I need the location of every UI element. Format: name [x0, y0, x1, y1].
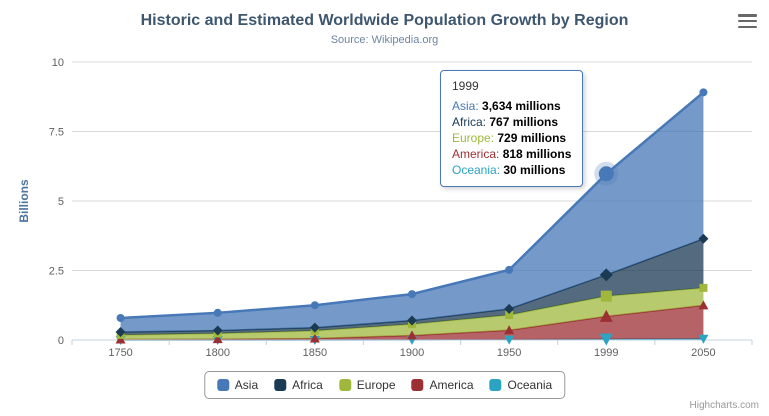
tooltip-row-africa: Africa: 767 millions: [452, 114, 571, 130]
point-europe-1950[interactable]: [505, 311, 514, 320]
point-asia-1850[interactable]: [310, 301, 319, 310]
tooltip-series-name: Oceania:: [452, 163, 504, 177]
area-africa[interactable]: [120, 238, 704, 335]
point-africa-1950[interactable]: [504, 303, 515, 314]
point-oceania-2050[interactable]: [698, 334, 709, 344]
x-axis-label: 1800: [205, 347, 229, 359]
chart-subtitle: Source: Wikipedia.org: [330, 34, 439, 46]
point-europe-2050[interactable]: [699, 283, 708, 292]
tooltip-series-name: Africa:: [452, 115, 490, 129]
credits-link[interactable]: Highcharts.com: [689, 400, 759, 411]
tooltip-series-value: 3,634 millions: [482, 99, 561, 113]
export-menu-button[interactable]: [738, 14, 757, 28]
tooltip: 1999 Asia: 3,634 millions Africa: 767 mil…: [440, 70, 584, 187]
tooltip-series-name: America:: [452, 147, 503, 161]
x-axis-label: 1850: [303, 347, 327, 359]
x-axis-label: 1999: [594, 347, 618, 359]
tooltip-row-asia: Asia: 3,634 millions: [452, 98, 571, 114]
legend-label: Oceania: [507, 378, 553, 392]
legend-label: Europe: [356, 378, 396, 392]
legend-item-oceania[interactable]: Oceania: [489, 378, 553, 392]
hamburger-icon-bar: [738, 14, 757, 17]
point-america-1950[interactable]: [504, 325, 515, 335]
legend-item-asia[interactable]: Asia: [216, 378, 259, 392]
y-axis-label: 7.5: [49, 127, 64, 139]
hamburger-icon-bar: [738, 25, 757, 28]
hamburger-icon-bar: [738, 19, 757, 23]
chart-title: Historic and Estimated Worldwide Populat…: [140, 12, 629, 29]
x-axis-label: 1900: [400, 347, 424, 359]
point-africa-2050[interactable]: [698, 233, 709, 244]
legend-symbol-america-icon: [411, 379, 424, 391]
tooltip-row-america: America: 818 millions: [452, 146, 571, 162]
legend: Asia Africa Europe America Oceania: [203, 371, 566, 399]
point-asia-1999[interactable]: [598, 166, 614, 182]
x-axis-label: 2050: [691, 347, 715, 359]
point-africa-1900[interactable]: [407, 315, 417, 326]
y-axis-label: 2.5: [49, 266, 64, 278]
point-africa-1750[interactable]: [115, 326, 126, 337]
point-america-1800[interactable]: [212, 334, 223, 344]
point-america-1850[interactable]: [309, 333, 320, 343]
point-oceania-1950[interactable]: [504, 335, 515, 345]
x-axis-label: 1950: [497, 347, 521, 359]
point-asia-1900[interactable]: [408, 290, 416, 299]
y-axis-label: 5: [58, 196, 64, 208]
tooltip-series-name: Asia:: [452, 99, 483, 113]
legend-item-europe[interactable]: Europe: [338, 378, 396, 392]
point-oceania-1999[interactable]: [599, 333, 613, 346]
point-america-1750[interactable]: [115, 334, 126, 344]
point-america-1999[interactable]: [599, 309, 613, 322]
legend-label: America: [429, 378, 474, 392]
tooltip-header: 1999: [452, 79, 479, 93]
y-axis-label: 0: [58, 335, 64, 347]
legend-label: Africa: [292, 378, 323, 392]
point-europe-1999[interactable]: [600, 290, 612, 302]
area-asia[interactable]: [120, 92, 704, 332]
point-america-2050[interactable]: [698, 300, 709, 310]
point-africa-1999[interactable]: [599, 268, 613, 282]
point-asia-1950[interactable]: [505, 265, 514, 274]
legend-item-africa[interactable]: Africa: [274, 378, 323, 392]
area-america[interactable]: [120, 305, 704, 340]
tooltip-series-value: 818 millions: [502, 147, 572, 161]
point-america-1900[interactable]: [407, 330, 417, 340]
legend-symbol-europe-icon: [338, 379, 351, 391]
tooltip-rows: Asia: 3,634 millions Africa: 767 millions…: [452, 98, 571, 178]
tooltip-series-value: 30 millions: [503, 163, 566, 177]
tooltip-series-value: 767 millions: [489, 115, 559, 129]
x-axis-label: 1750: [108, 347, 132, 359]
tooltip-series-name: Europe:: [452, 131, 498, 145]
point-africa-1850[interactable]: [309, 322, 320, 333]
legend-symbol-africa-icon: [274, 379, 287, 391]
point-asia-2050[interactable]: [699, 88, 708, 97]
tooltip-series-value: 729 millions: [497, 131, 567, 145]
tooltip-row-oceania: Oceania: 30 millions: [452, 162, 571, 178]
point-asia-1750[interactable]: [116, 314, 125, 323]
point-asia-1800[interactable]: [213, 308, 222, 317]
legend-symbol-asia-icon: [216, 379, 229, 391]
tooltip-row-europe: Europe: 729 millions: [452, 130, 571, 146]
point-africa-1800[interactable]: [212, 325, 223, 336]
legend-symbol-oceania-icon: [489, 379, 502, 391]
legend-item-america[interactable]: America: [411, 378, 474, 392]
y-axis-label: 10: [52, 57, 64, 69]
y-axis-title: Billions: [17, 179, 31, 223]
legend-label: Asia: [234, 378, 259, 392]
